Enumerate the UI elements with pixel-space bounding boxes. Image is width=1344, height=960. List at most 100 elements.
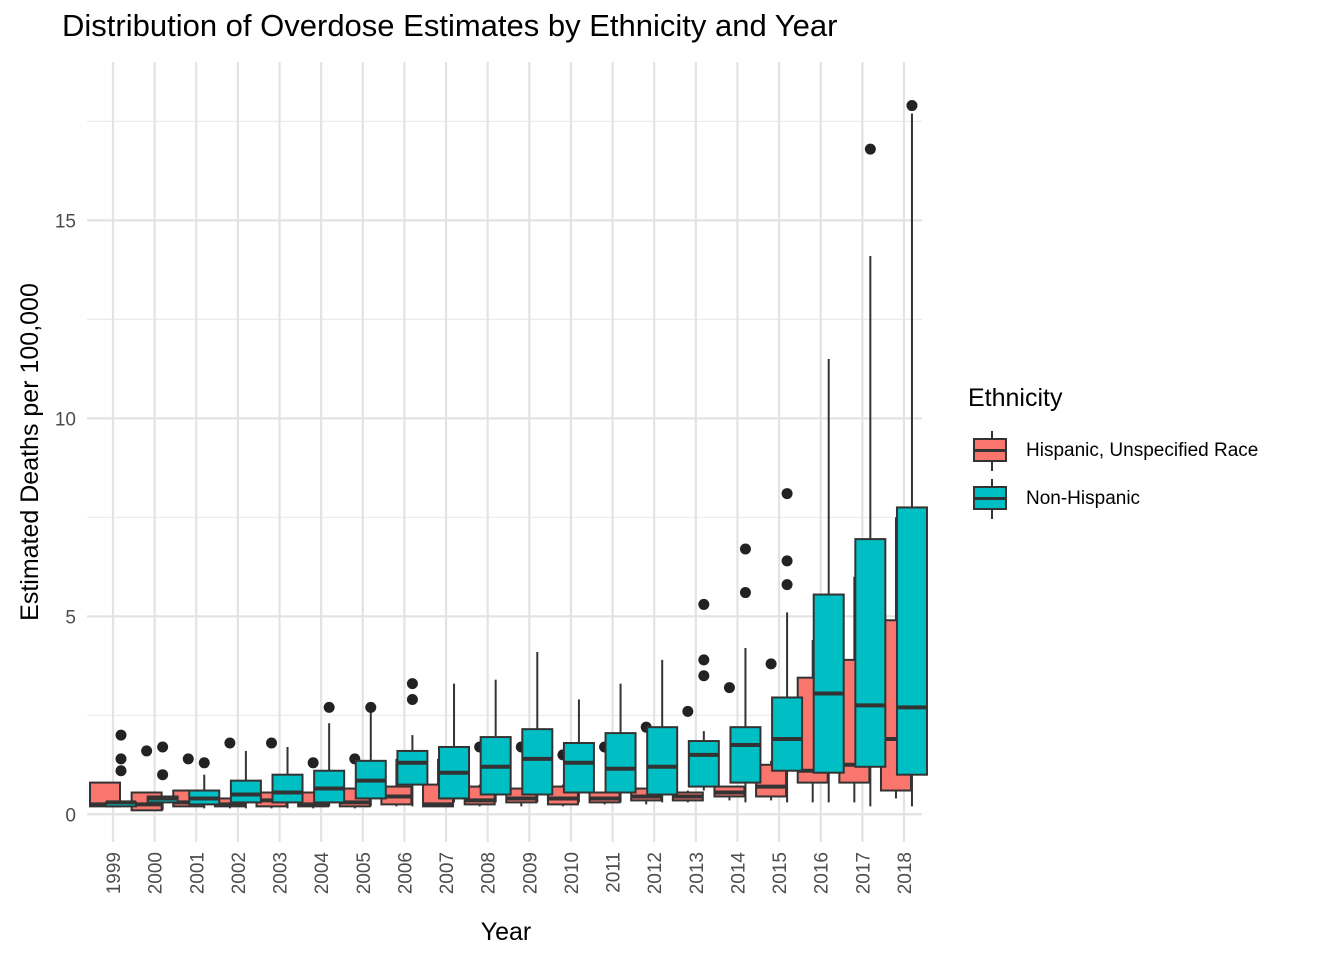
legend-label-non-hispanic: Non-Hispanic <box>1026 488 1141 509</box>
outlier-point <box>307 757 319 769</box>
box-non-hispanic <box>646 659 679 803</box>
legend-title: Ethnicity <box>968 384 1063 412</box>
legend-key-hispanic <box>968 427 1016 475</box>
legend-label-hispanic: Hispanic, Unspecified Race <box>1026 440 1259 461</box>
outlier-point <box>115 729 127 741</box>
x-tick-label: 2002 <box>229 852 250 894</box>
x-tick-label: 2008 <box>479 852 500 894</box>
x-axis: 1999 2000 2001 2002 2003 2004 2005 2006 2007 2008… <box>104 852 916 895</box>
legend-item-non-hispanic: Non-Hispanic <box>968 475 1258 523</box>
box-non-hispanic <box>854 143 887 807</box>
x-tick-label: 2009 <box>520 852 541 894</box>
outlier-point <box>698 598 710 610</box>
box-non-hispanic <box>687 598 720 791</box>
x-tick-label: 2018 <box>895 852 916 894</box>
outlier-point <box>781 555 793 567</box>
box-non-hispanic <box>438 683 471 803</box>
x-tick-label: 2004 <box>312 852 333 895</box>
y-axis-label: Estimated Deaths per 100,000 <box>16 283 44 621</box>
outlier-point <box>157 741 169 753</box>
outlier-point <box>781 488 793 500</box>
box-body <box>562 742 595 794</box>
outlier-point <box>182 753 194 765</box>
box-body <box>687 740 720 788</box>
y-tick-label: 0 <box>65 805 76 826</box>
box-body <box>396 749 429 786</box>
outlier-point <box>157 769 169 781</box>
x-tick-label: 2000 <box>146 852 167 894</box>
box-non-hispanic <box>812 358 845 803</box>
outlier-point <box>765 658 777 670</box>
x-tick-label: 2007 <box>437 852 458 894</box>
y-tick-label: 10 <box>55 409 76 430</box>
x-tick-label: 2001 <box>187 852 208 894</box>
outlier-point <box>864 143 876 155</box>
box-body <box>771 696 804 772</box>
box-body <box>854 538 887 768</box>
box-non-hispanic <box>479 679 512 803</box>
outlier-point <box>698 670 710 682</box>
x-tick-label: 2017 <box>853 852 874 894</box>
box-non-hispanic <box>771 488 804 803</box>
x-tick-label: 2012 <box>645 852 666 894</box>
outlier-point <box>682 705 694 717</box>
box-non-hispanic <box>229 750 262 809</box>
outlier-point <box>266 737 278 749</box>
x-tick-label: 2014 <box>728 852 749 895</box>
box-non-hispanic <box>562 699 595 803</box>
outlier-point <box>723 682 735 694</box>
box-non-hispanic <box>146 741 179 811</box>
box-body <box>729 726 762 784</box>
outlier-point <box>906 100 918 112</box>
x-tick-label: 2015 <box>770 852 791 894</box>
boxplot-series <box>89 100 928 812</box>
outlier-point <box>406 678 418 690</box>
box-non-hispanic <box>895 100 928 807</box>
box-body <box>895 506 928 776</box>
box-non-hispanic <box>105 729 137 808</box>
x-axis-label: Year <box>481 918 532 946</box>
outlier-point <box>323 701 335 713</box>
y-axis: 0 5 10 15 <box>55 211 76 826</box>
legend-key-non-hispanic <box>968 475 1016 523</box>
box-non-hispanic <box>354 701 387 807</box>
box-body <box>521 728 554 796</box>
y-tick-label: 15 <box>55 211 76 232</box>
box-body <box>229 779 262 804</box>
x-tick-label: 2011 <box>604 852 625 893</box>
outlier-point <box>224 737 236 749</box>
outlier-point <box>115 765 127 777</box>
box-body <box>604 732 637 794</box>
x-tick-label: 1999 <box>104 852 125 894</box>
box-non-hispanic <box>604 683 637 803</box>
y-tick-label: 5 <box>65 607 76 628</box>
outlier-point <box>365 701 377 713</box>
x-tick-label: 2010 <box>562 852 583 894</box>
box-non-hispanic <box>521 651 554 803</box>
outlier-point <box>115 753 127 765</box>
x-tick-label: 2005 <box>354 852 375 894</box>
x-tick-label: 2016 <box>812 852 833 894</box>
outlier-point <box>198 757 210 769</box>
box-non-hispanic <box>271 746 304 809</box>
legend: Ethnicity Hispanic, Unspecified Race Non… <box>968 384 1258 523</box>
chart-title: Distribution of Overdose Estimates by Et… <box>62 8 838 43</box>
box-body <box>646 726 679 796</box>
box-non-hispanic <box>396 678 429 807</box>
box-non-hispanic <box>313 701 346 807</box>
box-body <box>271 773 304 804</box>
legend-item-hispanic: Hispanic, Unspecified Race <box>968 427 1258 475</box>
x-tick-label: 2003 <box>271 852 292 894</box>
box-body <box>812 593 845 774</box>
x-tick-label: 2013 <box>687 852 708 894</box>
outlier-point <box>781 579 793 591</box>
x-tick-label: 2006 <box>395 852 416 894</box>
outlier-point <box>739 587 751 599</box>
box-non-hispanic <box>729 543 762 803</box>
box-hispanic <box>671 705 704 803</box>
outlier-point <box>141 745 153 757</box>
outlier-point <box>406 693 418 705</box>
outlier-point <box>698 654 710 666</box>
outlier-point <box>739 543 751 555</box>
